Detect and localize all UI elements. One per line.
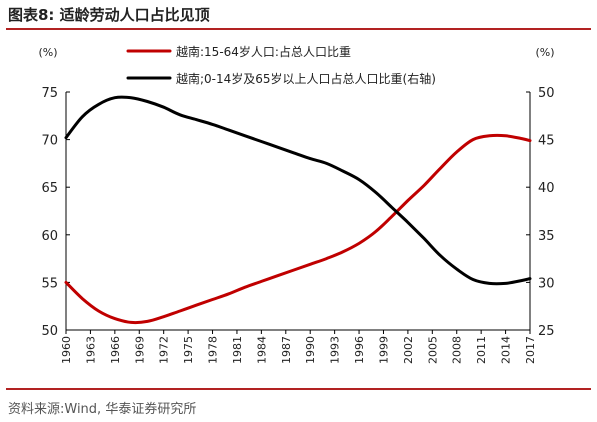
x-tick-label: 1990 — [304, 336, 317, 364]
title-divider — [6, 28, 591, 30]
figure-title: 图表8: 适龄劳动人口占比见顶 — [8, 6, 210, 24]
y-left-tick-label: 75 — [41, 86, 58, 101]
chart-legend: 越南:15-64岁人口:占总人口比重越南;0-14岁及65岁以上人口占总人口比重… — [126, 44, 436, 86]
x-tick-label: 2017 — [524, 336, 537, 364]
x-tick-label: 2002 — [402, 336, 415, 364]
x-tick-label: 1966 — [109, 336, 122, 364]
x-tick-label: 1978 — [207, 336, 220, 364]
y-right-tick-label: 45 — [538, 134, 555, 149]
y-left-tick-label: 60 — [41, 229, 58, 244]
x-tick-label: 1975 — [182, 336, 195, 364]
y-right-tick-label: 40 — [538, 181, 555, 196]
x-tick-label: 1993 — [329, 336, 342, 364]
x-tick-label: 2005 — [426, 336, 439, 364]
x-tick-label: 2011 — [475, 336, 488, 364]
series-layer — [64, 95, 532, 325]
y-right-tick-label: 50 — [538, 86, 555, 101]
series-line-dependent-age — [64, 95, 532, 286]
x-tick-label: 1984 — [255, 336, 268, 364]
x-tick-label: 2008 — [451, 336, 464, 364]
x-tick-label: 1963 — [84, 336, 97, 364]
y-right-tick-label: 30 — [538, 276, 555, 291]
source-divider — [6, 388, 591, 390]
x-tick-label: 1987 — [280, 336, 293, 364]
x-tick-label: 1972 — [158, 336, 171, 364]
x-tick-label: 1996 — [353, 336, 366, 364]
y-left-tick-label: 55 — [41, 276, 58, 291]
x-tick-label: 1981 — [231, 336, 244, 364]
legend-label: 越南:15-64岁人口:占总人口比重 — [176, 44, 351, 59]
y-left-tick-label: 70 — [41, 134, 58, 149]
x-tick-label: 2014 — [500, 336, 513, 364]
y-right-tick-label: 35 — [538, 229, 555, 244]
y-left-unit-label: (%) — [38, 46, 57, 59]
x-tick-label: 1969 — [133, 336, 146, 364]
x-tick-label: 1960 — [60, 336, 73, 364]
y-right-tick-label: 25 — [538, 324, 555, 339]
legend-label: 越南;0-14岁及65岁以上人口占总人口比重(右轴) — [176, 71, 436, 86]
x-tick-label: 1999 — [377, 336, 390, 364]
series-line-working-age — [64, 133, 532, 325]
y-right-unit-label: (%) — [535, 46, 554, 59]
y-left-tick-label: 50 — [41, 324, 58, 339]
y-left-tick-label: 65 — [41, 181, 58, 196]
source-note: 资料来源:Wind, 华泰证券研究所 — [8, 402, 197, 417]
